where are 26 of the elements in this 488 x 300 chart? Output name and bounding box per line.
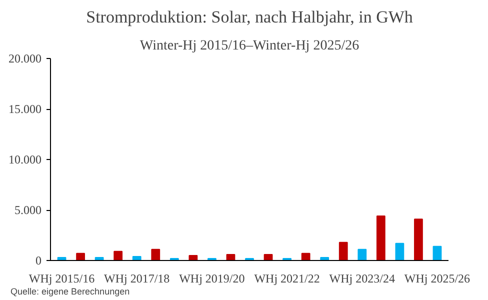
y-tick-label: 15.000 (8, 102, 42, 116)
bar (151, 248, 160, 260)
bar (376, 216, 386, 260)
bar (432, 246, 442, 260)
bar (76, 252, 85, 260)
x-tick-label: WHj 2021/22 (254, 272, 320, 286)
bar (301, 252, 310, 260)
chart-title: Stromproduktion: Solar, nach Halbjahr, in GWh (86, 8, 414, 26)
bar (358, 248, 367, 260)
chart-subtitle: Winter-Hj 2015/16–Winter-Hj 2025/26 (140, 38, 360, 54)
x-tick-label: WHj 2025/26 (404, 272, 470, 286)
bar (132, 256, 142, 260)
y-tick-label: 0 (36, 254, 42, 268)
x-tick-label: WHj 2017/18 (104, 272, 170, 286)
source-note: Quelle: eigene Berechnungen (10, 286, 130, 296)
bar (188, 254, 198, 260)
bar (414, 218, 423, 260)
bar (338, 242, 348, 260)
y-tick-label: 20.000 (8, 52, 42, 66)
y-tick-label: 10.000 (8, 152, 42, 166)
y-tick-label: 5.000 (14, 203, 42, 217)
bar (114, 250, 123, 260)
bar (395, 242, 404, 260)
x-tick-label: WHj 2019/20 (179, 272, 245, 286)
x-tick-label: WHj 2023/24 (329, 272, 395, 286)
x-tick-label: WHj 2015/16 (28, 272, 95, 286)
